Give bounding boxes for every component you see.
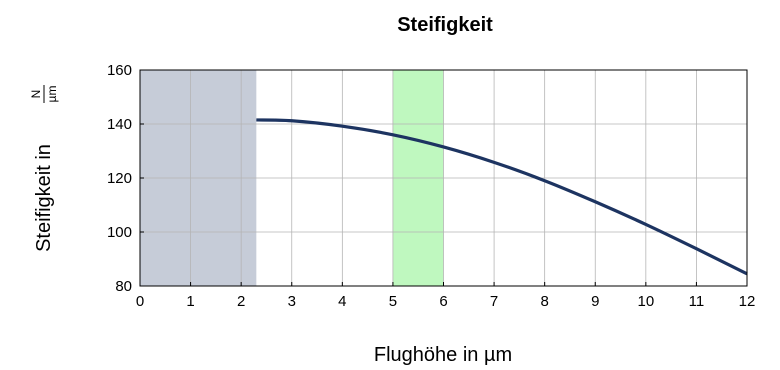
x-tick-label: 12 xyxy=(739,293,756,310)
y-axis-unit-denominator: µm xyxy=(45,86,59,103)
x-tick-label: 6 xyxy=(439,293,447,310)
x-axis-label: Flughöhe in µm xyxy=(374,344,512,366)
x-tick-label: 9 xyxy=(591,293,599,310)
x-tick-label: 11 xyxy=(689,293,705,310)
grid xyxy=(139,69,748,287)
y-tick-label: 160 xyxy=(107,62,132,79)
y-axis-label: Steifigkeit in N µm xyxy=(29,85,59,252)
series-layer xyxy=(256,118,748,276)
y-axis-label-prefix: Steifigkeit in xyxy=(33,144,55,252)
chart-title: Steifigkeit xyxy=(397,14,493,36)
series-line-1 xyxy=(256,118,748,276)
x-tick-label: 3 xyxy=(288,293,296,310)
x-tick-label: 1 xyxy=(186,293,194,310)
y-tick-label: 100 xyxy=(107,224,132,241)
x-tick-label: 4 xyxy=(338,293,346,310)
y-axis-unit-numerator: N xyxy=(29,90,43,99)
x-tick-label: 8 xyxy=(540,293,548,310)
y-tick-label: 140 xyxy=(107,116,132,133)
x-tick-label: 2 xyxy=(237,293,245,310)
x-tick-label: 5 xyxy=(389,293,397,310)
x-tick-label: 7 xyxy=(490,293,498,310)
x-tick-label: 10 xyxy=(637,293,654,310)
y-tick-label: 120 xyxy=(107,170,132,187)
x-tick-label: 0 xyxy=(136,293,144,310)
y-tick-label: 80 xyxy=(115,278,132,295)
